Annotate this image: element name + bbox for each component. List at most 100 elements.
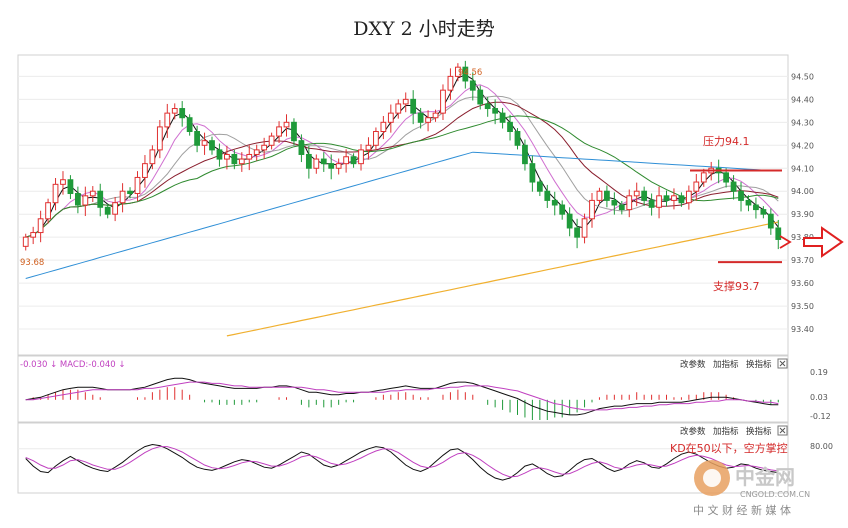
kd-change-params-button[interactable]: 改参数 (680, 426, 706, 437)
candle-body (358, 149, 364, 165)
kd-add-indicator-button[interactable]: 加指标 (713, 426, 739, 437)
y-tick-label: 93.40 (791, 325, 814, 334)
kd-close-icon[interactable] (777, 425, 788, 436)
macd-tick-label: 0.03 (810, 393, 828, 402)
candle-body (313, 158, 320, 169)
candle-body (283, 121, 290, 128)
candle-body (693, 181, 700, 192)
candle-body (89, 190, 96, 197)
kd-tick-label: 80.00 (810, 442, 833, 451)
candle-body (678, 195, 685, 204)
candle-body (536, 181, 543, 192)
candle-body (387, 112, 394, 123)
candle-body (492, 108, 499, 114)
candle-body (723, 172, 730, 183)
y-tick-label: 94.40 (791, 95, 814, 104)
candle-body (320, 158, 327, 165)
y-tick-label: 94.10 (791, 164, 814, 173)
kd-switch-indicator-button[interactable]: 换指标 (746, 426, 772, 437)
candle-body (298, 140, 305, 155)
candle-body (559, 204, 566, 215)
candle-body (551, 199, 558, 206)
candle-body (171, 108, 178, 114)
candle-body (291, 121, 297, 142)
logo-tagline: 中 文 财 经 新 媒 体 (693, 503, 791, 517)
macd-add-indicator-button[interactable]: 加指标 (713, 359, 739, 370)
candle-body (52, 183, 59, 204)
candle-body (350, 156, 357, 165)
candle-body (514, 131, 521, 146)
candle-body (45, 202, 51, 220)
candle-body (611, 199, 618, 206)
candle-body (574, 227, 580, 238)
candle-body (440, 89, 446, 114)
candle-body (730, 181, 737, 192)
macd-tick-label: 0.19 (810, 368, 828, 377)
candle-body (127, 190, 133, 195)
macd-switch-indicator-button[interactable]: 换指标 (746, 359, 772, 370)
candle-body (685, 190, 692, 204)
candle-body (469, 80, 476, 91)
logo-text: 中金网 (735, 465, 795, 489)
kd-d-line (25, 446, 779, 478)
chart-title: DXY 2 小时走势 (353, 18, 495, 40)
candle-body (82, 195, 89, 206)
candle-body (626, 195, 633, 211)
candle-body (589, 199, 595, 220)
macd-change-params-button[interactable]: 改参数 (680, 359, 706, 370)
high-price-label: 94.56 (458, 68, 482, 78)
candle-body (753, 204, 759, 211)
candle-body (745, 199, 752, 206)
y-tick-label: 93.60 (791, 279, 814, 288)
candle-body (149, 149, 156, 165)
candle-body (373, 131, 379, 146)
candle-body (246, 153, 253, 160)
candle-body (522, 144, 528, 165)
candle-body (60, 179, 66, 185)
candle-body (74, 193, 81, 206)
candle-body (477, 89, 484, 105)
candle-body (37, 218, 44, 234)
candle-body (671, 195, 677, 201)
candle-body (507, 121, 513, 132)
candle-body (22, 236, 29, 247)
candle-body (194, 131, 200, 146)
candle-body (67, 179, 74, 195)
candle-body (775, 227, 782, 240)
macd-header: -0.030 ↓ MACD:-0.040 ↓ (20, 360, 126, 370)
candle-body (656, 195, 662, 208)
logo-domain: CNGOLD.COM.CN (740, 490, 810, 499)
candle-body (216, 149, 223, 160)
candle-body (432, 112, 439, 119)
macd-dif-line (25, 377, 779, 416)
y-tick-label: 94.30 (791, 118, 814, 127)
y-tick-label: 93.50 (791, 302, 814, 311)
candle-body (454, 66, 461, 77)
y-tick-label: 93.80 (791, 233, 814, 242)
candle-body (447, 75, 454, 91)
candle-body (268, 135, 275, 146)
candle-body (134, 176, 141, 195)
candle-body (380, 121, 387, 132)
candle-body (142, 163, 148, 178)
candle-body (261, 144, 268, 151)
resistance-label: 压力94.1 (703, 135, 750, 148)
macd-close-icon[interactable] (777, 358, 788, 369)
kd-panel: 改参数 加指标 换指标 80.00 KD在50以下，空方掌控 (17, 422, 833, 494)
candle-body (238, 158, 245, 165)
macd-dea-line (25, 381, 779, 411)
watermark: 中金网 CNGOLD.COM.CN 中 文 财 经 新 媒 体 (693, 460, 810, 517)
candle-body (566, 213, 573, 229)
candle-body (760, 209, 767, 215)
ma-line-short (25, 74, 779, 238)
candle-body (186, 117, 193, 132)
kd-lines (18, 443, 788, 481)
candle-body (112, 202, 119, 215)
support-label: 支撑93.7 (713, 279, 760, 293)
candle-body (305, 153, 312, 169)
candlestick-series (22, 60, 782, 251)
candle-body (499, 112, 506, 123)
candle-body (700, 172, 707, 183)
candle-body (224, 153, 230, 160)
